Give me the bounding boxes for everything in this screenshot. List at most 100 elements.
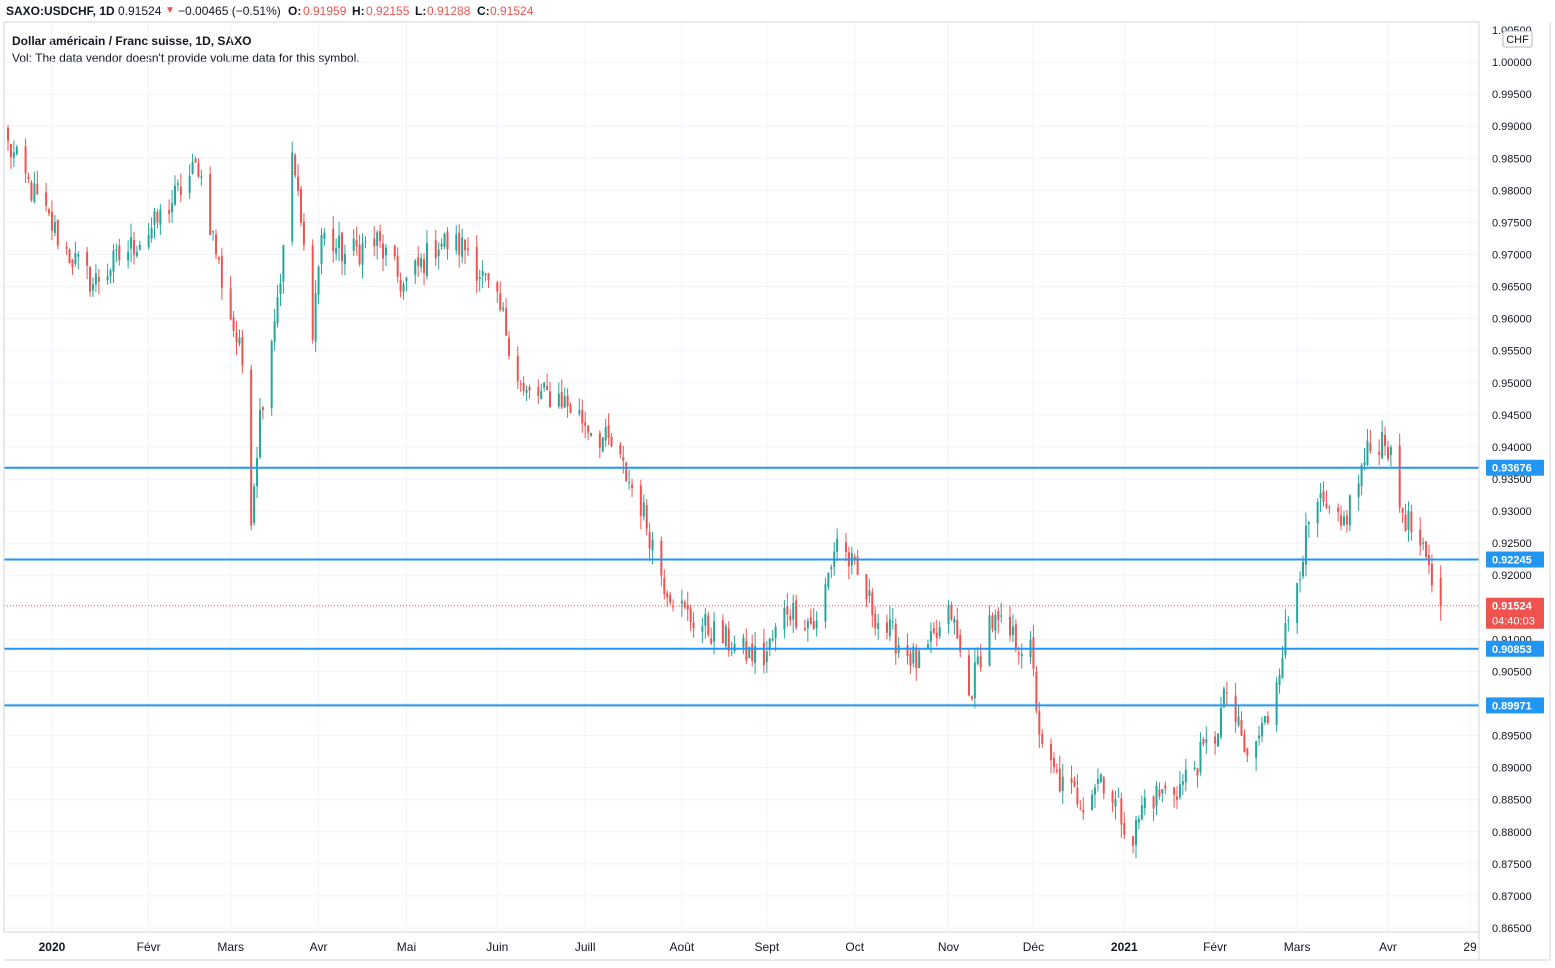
candle-body — [1386, 446, 1389, 459]
low-value: 0.91288 — [427, 4, 471, 18]
candle-body — [1319, 493, 1322, 499]
axis-labels: 1.00000 0.99500 0.99000 0.98500 0.98000 0.975… — [39, 25, 1544, 954]
candle-body — [953, 618, 956, 623]
candle-body — [979, 656, 982, 668]
candle-body — [94, 273, 97, 285]
candle-body — [950, 604, 953, 620]
candle-body — [988, 615, 991, 666]
candle-body — [827, 572, 830, 588]
candle-body — [314, 293, 317, 342]
candle-body — [707, 615, 710, 635]
candle-body — [619, 444, 622, 455]
candle-body — [1316, 501, 1319, 524]
candle-body — [97, 276, 100, 282]
candle-body — [824, 584, 827, 622]
candle-body — [792, 602, 795, 620]
y-tick-label: 0.87000 — [1492, 891, 1532, 903]
candle-body — [1234, 695, 1237, 722]
y-tick-label: 0.96000 — [1492, 314, 1532, 326]
volume-note: Vol: The data vendor doesn't provide vol… — [12, 51, 360, 65]
candle-body — [625, 462, 628, 482]
candle-body — [179, 186, 182, 195]
candle-body — [1328, 507, 1331, 509]
candle-body — [299, 189, 302, 223]
y-tick-label: 0.98500 — [1492, 153, 1532, 165]
candle-body — [1357, 483, 1360, 498]
candle-body — [1225, 692, 1228, 694]
candle-body — [1120, 798, 1123, 825]
y-tick-label: 0.95000 — [1492, 378, 1532, 390]
candle-body — [598, 433, 601, 448]
candle-body — [1058, 768, 1061, 792]
candle-body — [484, 273, 487, 275]
candle-body — [1082, 809, 1085, 813]
candle-body — [721, 620, 724, 644]
candle-body — [270, 341, 273, 408]
candle-body — [713, 621, 716, 642]
horizontal-level-lines[interactable] — [4, 466, 1479, 707]
candle-body — [1123, 823, 1126, 835]
x-tick-label: Févr — [137, 940, 161, 954]
candle-body — [1419, 529, 1422, 546]
candle-body — [1178, 784, 1181, 798]
chart-title: Dollar américain / Franc suisse, 1D, SAX… — [12, 34, 252, 48]
candle-body — [200, 176, 203, 178]
candle-body — [1401, 507, 1404, 513]
candle-body — [332, 228, 335, 252]
candle-body — [273, 321, 276, 342]
y-tick-label: 0.97500 — [1492, 217, 1532, 229]
candle-body — [478, 277, 481, 280]
candle-body — [455, 234, 458, 251]
candle-body — [1439, 577, 1442, 606]
x-tick-label: Déc — [1023, 940, 1044, 954]
candle-body — [1240, 720, 1243, 736]
candle-body — [417, 257, 420, 266]
candle-body — [1096, 779, 1099, 784]
candle-body — [279, 283, 282, 295]
candle-body — [891, 621, 894, 623]
candle-body — [311, 245, 314, 340]
candle-body — [297, 176, 300, 191]
candle-body — [686, 605, 689, 610]
candle-body — [607, 425, 610, 439]
candle-body — [1193, 767, 1196, 769]
candle-body — [27, 176, 30, 180]
candle-body — [188, 175, 191, 193]
candle-body — [1366, 440, 1369, 465]
close-value: 0.91524 — [490, 4, 534, 18]
candle-body — [601, 437, 604, 452]
candle-body — [33, 183, 36, 203]
candle-body — [425, 243, 428, 277]
candle-body — [1114, 799, 1117, 807]
candle-body — [540, 390, 543, 400]
x-tick-label: Avr — [1379, 940, 1397, 954]
candle-body — [1348, 495, 1351, 526]
currency-button[interactable] — [1502, 30, 1533, 48]
candle-body — [543, 382, 546, 388]
candle-body — [865, 574, 868, 600]
candle-body — [932, 628, 935, 633]
candle-body — [994, 614, 997, 632]
candle-body — [748, 646, 751, 658]
candle-body — [1032, 637, 1035, 669]
candle-body — [669, 594, 672, 603]
candle-body — [505, 308, 508, 336]
candle-body — [440, 243, 443, 247]
candle-body — [724, 625, 727, 647]
level-price-label: 0.89971 — [1492, 700, 1532, 712]
candle-body — [487, 273, 490, 281]
candle-body — [783, 608, 786, 630]
candle-body — [522, 383, 525, 392]
candle-body — [628, 482, 631, 484]
candle-body — [663, 577, 666, 595]
candle-body — [1055, 769, 1058, 772]
candle-body — [786, 606, 789, 615]
candle-body — [938, 627, 941, 637]
candle-body — [1196, 768, 1199, 776]
candle-body — [45, 192, 48, 206]
price-change: −0.00465 (−0.51%) — [178, 4, 281, 18]
symbol-name[interactable]: SAXO:USDCHF, 1D — [6, 4, 115, 18]
candle-body — [212, 230, 215, 233]
candle-body — [874, 613, 877, 629]
